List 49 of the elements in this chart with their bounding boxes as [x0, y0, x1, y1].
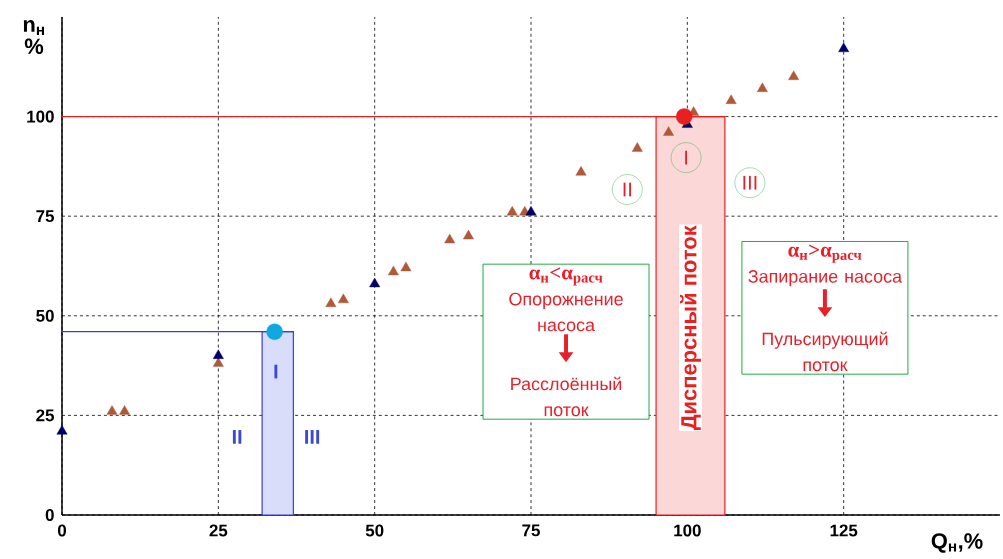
- x-tick-label: 125: [830, 524, 858, 537]
- point: [663, 126, 674, 136]
- point: [212, 349, 224, 359]
- y-tick-label: 0: [45, 508, 54, 521]
- point: [506, 206, 518, 216]
- y-tick-label: 25: [36, 409, 55, 422]
- y-tick-label: 100: [27, 110, 54, 123]
- y-tick-label: 50: [36, 309, 54, 322]
- point: [400, 261, 412, 272]
- point: [725, 94, 737, 104]
- x-tick-label: 100: [674, 524, 701, 537]
- annotation: Запирание насоса: [748, 270, 903, 287]
- annotation: I: [274, 364, 278, 379]
- y-axis-title: n$_{н}$ %: [23, 20, 45, 54]
- point: [388, 265, 399, 276]
- annotation: Расслоённый поток: [511, 376, 622, 417]
- point: [756, 82, 768, 92]
- point: [119, 405, 130, 415]
- point: [56, 425, 68, 435]
- annotation: II: [232, 430, 242, 444]
- point: [338, 293, 349, 304]
- x-tick-label: 75: [522, 524, 540, 537]
- annotation: α$_{н}$>α$_{расч}$: [788, 244, 862, 263]
- x-axis-title: Q$_{н}$,%: [931, 533, 983, 553]
- band-label: Дисперсный поток: [680, 225, 701, 430]
- point: [369, 277, 381, 288]
- x-tick-label: 50: [365, 524, 384, 537]
- point: [575, 166, 587, 176]
- annotation: I: [685, 150, 688, 165]
- point: [212, 357, 224, 367]
- point: [266, 323, 283, 340]
- point: [325, 297, 337, 308]
- point: [788, 70, 800, 80]
- annotation: Пульсирующий поток: [762, 331, 888, 372]
- annotation: Опорожнение насоса: [509, 292, 623, 332]
- point: [106, 405, 118, 415]
- annotation: III: [305, 430, 320, 444]
- point: [838, 42, 850, 53]
- point: [444, 233, 456, 244]
- point: [525, 206, 537, 216]
- annotation: III: [743, 175, 757, 190]
- y-tick-label: 75: [36, 210, 55, 223]
- point: [463, 229, 474, 240]
- point: [676, 108, 693, 125]
- x-tick-label: 0: [57, 524, 67, 537]
- x-tick-label: 25: [209, 524, 228, 537]
- point: [631, 142, 643, 152]
- annotation: α$_{н}$<α$_{расч}$: [529, 267, 603, 286]
- annotation: II: [623, 182, 632, 197]
